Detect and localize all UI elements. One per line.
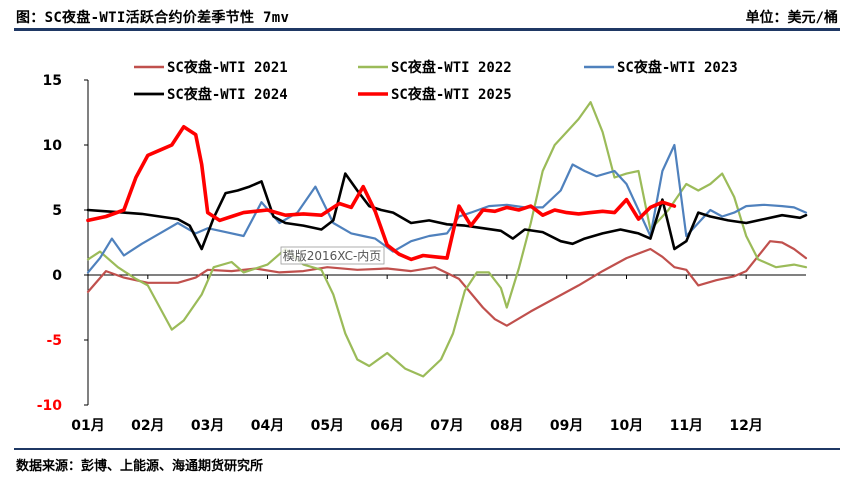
seasonality-line-chart: 15 10 5 0 -5 -10 01月 02月 03月 04月 05月 06月 07月 08月 09月 10… xyxy=(37,59,808,434)
chart-series-group xyxy=(86,100,808,378)
x-tick-label: 12月 xyxy=(729,418,762,434)
unit-label: 单位：美元/桶 xyxy=(745,10,838,26)
x-tick-label: 02月 xyxy=(131,418,164,434)
series-line-2023 xyxy=(86,143,808,274)
x-tick-label: 03月 xyxy=(191,418,224,434)
series-line-2022 xyxy=(86,100,808,378)
series-line-2025 xyxy=(86,125,677,262)
source-note: 数据来源：彭博、上能源、海通期货研究所 xyxy=(16,459,264,474)
x-tick-label: 04月 xyxy=(251,418,284,434)
x-tick-label: 07月 xyxy=(430,418,463,434)
x-tick-label: 05月 xyxy=(311,418,344,434)
legend-label: SC夜盘-WTI 2025 xyxy=(391,86,512,103)
x-tick-label: 10月 xyxy=(610,418,643,434)
x-tick-label: 08月 xyxy=(490,418,523,434)
y-tick-label: 0 xyxy=(52,268,62,284)
y-tick-label: 5 xyxy=(52,203,62,219)
watermark-box xyxy=(280,246,385,265)
y-tick-label: 15 xyxy=(43,73,62,89)
y-tick-label: -10 xyxy=(37,398,63,414)
series-line-2024 xyxy=(86,172,808,251)
x-tick-label: 11月 xyxy=(670,418,703,434)
watermark-label: 模版2016XC-内页 xyxy=(283,249,382,263)
top-divider xyxy=(14,28,840,31)
page-title: 图：SC夜盘-WTI活跃合约价差季节性 7mv xyxy=(16,10,290,26)
legend-label: SC夜盘-WTI 2022 xyxy=(391,59,512,76)
y-tick-label: -5 xyxy=(46,333,62,349)
y-tick-label: 10 xyxy=(43,138,63,154)
chart-legend: SC夜盘-WTI 2021 SC夜盘-WTI 2022 SC夜盘-WTI 2023 S… xyxy=(134,59,738,103)
x-tick-label: 01月 xyxy=(71,418,104,434)
watermark: 模版2016XC-内页 xyxy=(280,246,385,265)
legend-label: SC夜盘-WTI 2023 xyxy=(617,59,738,76)
legend-label: SC夜盘-WTI 2024 xyxy=(167,86,288,103)
series-line-2021 xyxy=(86,240,808,327)
x-tick-label: 06月 xyxy=(370,418,403,434)
bottom-divider xyxy=(14,448,840,450)
x-tick-label: 09月 xyxy=(550,418,583,434)
legend-label: SC夜盘-WTI 2021 xyxy=(167,59,288,76)
chart-axes: 15 10 5 0 -5 -10 01月 02月 03月 04月 05月 06月 07月 08月 09月 10… xyxy=(37,73,806,434)
